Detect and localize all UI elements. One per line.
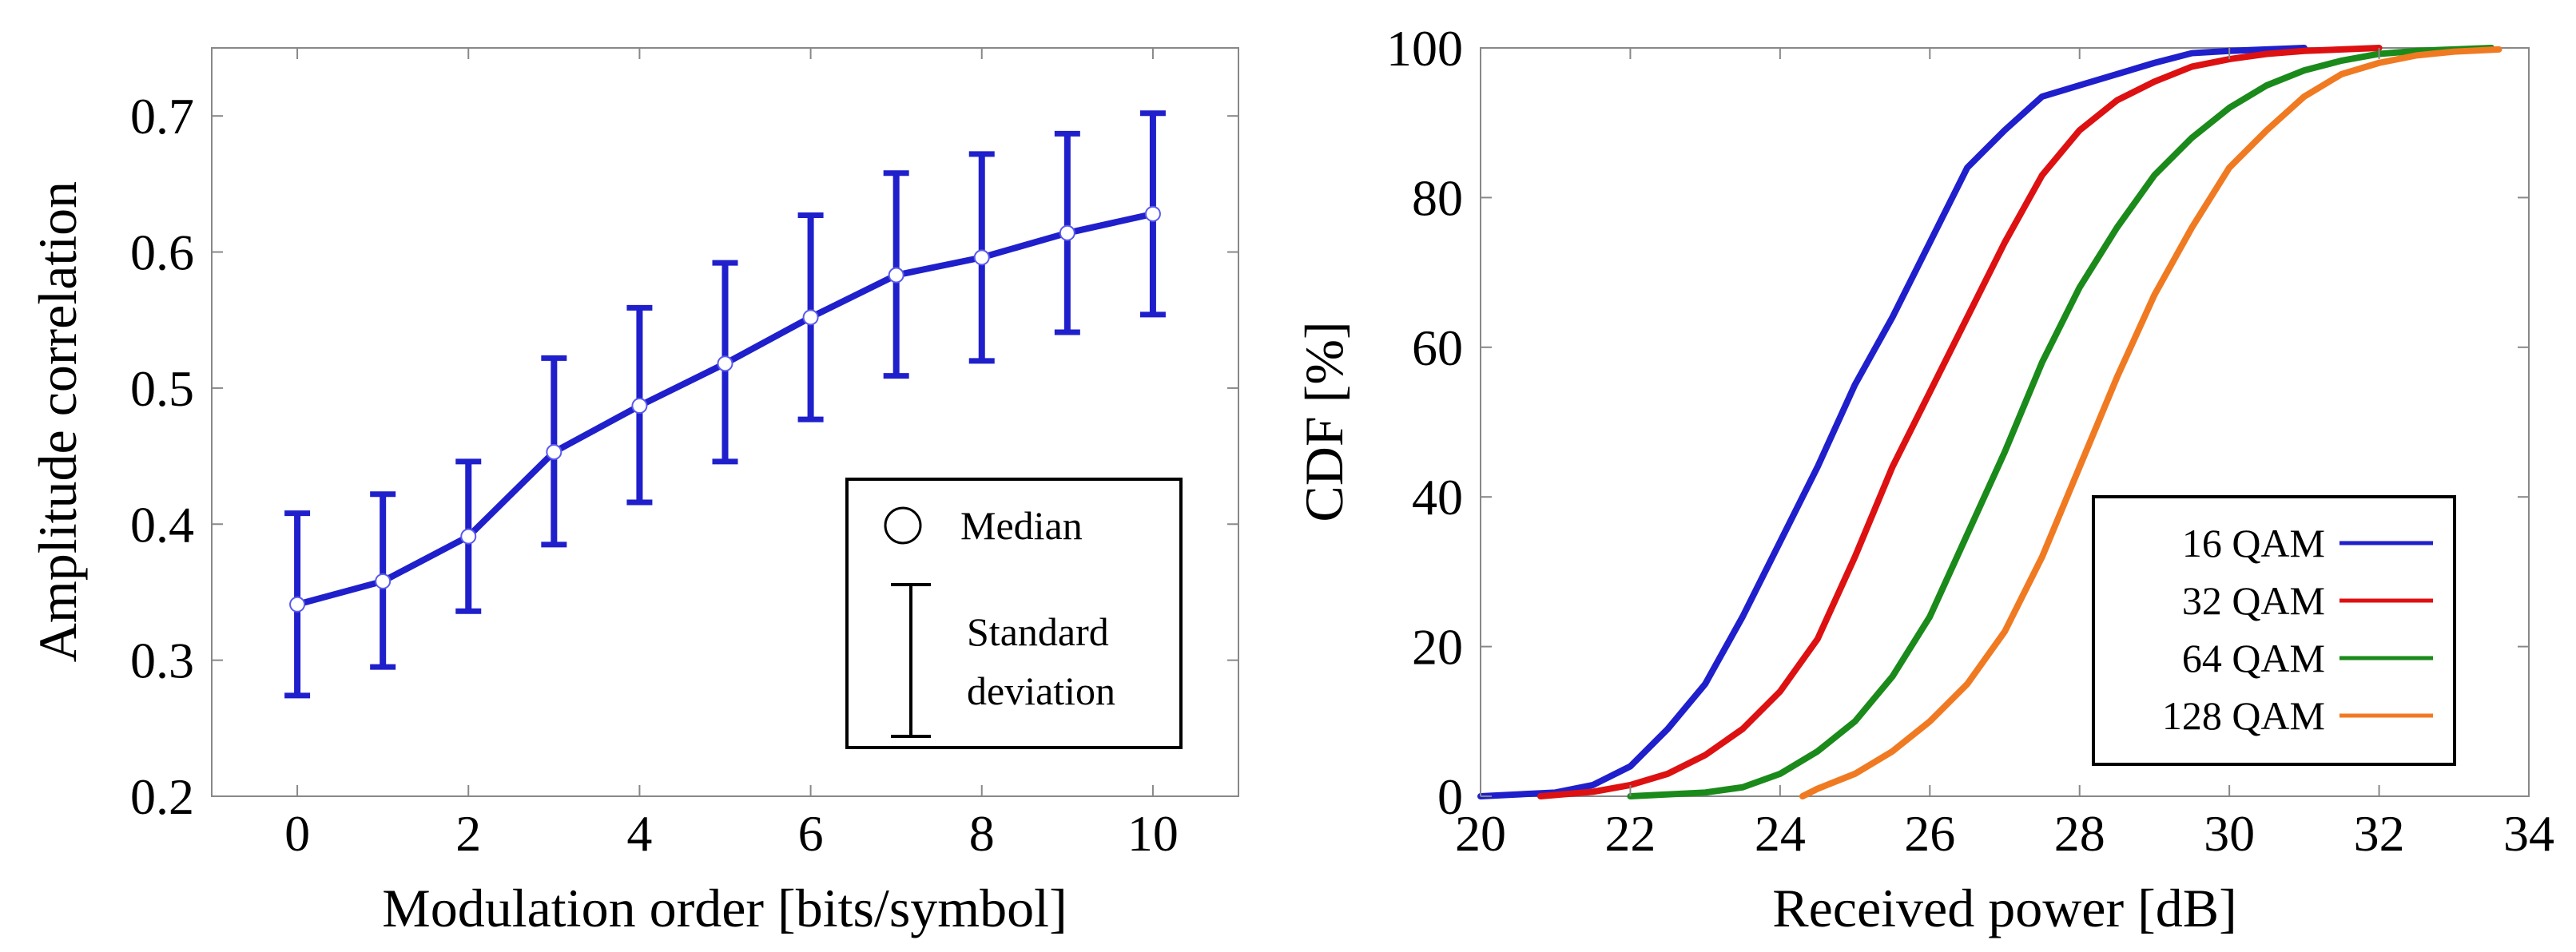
median-point xyxy=(460,528,477,545)
y-tick-label: 0.3 xyxy=(130,633,194,689)
x-tick-label: 4 xyxy=(626,805,652,862)
legend-std-label-line2: deviation xyxy=(967,668,1115,713)
median-point xyxy=(375,573,392,589)
y-tick-label: 0.5 xyxy=(130,360,194,417)
legend-label: 128 QAM xyxy=(2162,693,2325,738)
cdf-line-32-qam xyxy=(1536,45,2383,799)
y-tick-label: 0.4 xyxy=(130,496,194,553)
cdf-line-128-qam xyxy=(1799,46,2502,799)
legend-label: 16 QAM xyxy=(2182,521,2325,565)
x-tick-label: 8 xyxy=(969,805,995,862)
y-tick-label: 20 xyxy=(1412,619,1463,676)
y-axis-label: CDF [%] xyxy=(1294,321,1354,522)
legend: 16 QAM 32 QAM 64 QAM 128 QAM xyxy=(2092,495,2456,766)
y-axis-label: Amplitude correlation xyxy=(27,181,88,662)
legend: Median Standard deviation xyxy=(845,478,1183,749)
median-point xyxy=(546,443,563,460)
median-point xyxy=(973,249,990,266)
amplitude-correlation-chart: 0 2 4 6 8 10 0.2 0.3 0.4 0.5 0.6 0.7 Modulation ord… xyxy=(27,47,1239,938)
x-tick-label: 10 xyxy=(1127,805,1179,862)
legend-median-label: Median xyxy=(960,503,1083,548)
y-tick-label: 100 xyxy=(1386,20,1463,77)
median-point xyxy=(888,267,904,284)
x-tick-label: 34 xyxy=(2503,805,2554,862)
legend-std-label-line1: Standard xyxy=(967,609,1109,654)
median-point xyxy=(1144,205,1161,222)
y-tick-label: 0.7 xyxy=(130,88,194,145)
cdf-line-16-qam xyxy=(1477,45,2308,799)
x-tick-label: 2 xyxy=(455,805,481,862)
x-axis-label: Received power [dB] xyxy=(1772,878,2237,938)
plot-frame xyxy=(211,47,1239,797)
x-tick-label: 30 xyxy=(2204,805,2255,862)
x-tick-label: 26 xyxy=(1904,805,1955,862)
median-point xyxy=(802,309,819,326)
x-tick-label: 0 xyxy=(284,805,310,862)
legend-box xyxy=(845,478,1183,749)
y-tick-label: 40 xyxy=(1412,469,1463,526)
x-tick-label: 32 xyxy=(2354,805,2405,862)
y-tick-label: 0.2 xyxy=(130,768,194,825)
y-tick-label: 60 xyxy=(1412,319,1463,376)
median-point xyxy=(631,398,648,415)
y-tick-label: 0.6 xyxy=(130,224,194,281)
median-marker-icon xyxy=(884,506,922,545)
y-tick-label: 0 xyxy=(1437,768,1463,825)
x-tick-label: 24 xyxy=(1755,805,1806,862)
median-point xyxy=(289,596,306,613)
x-tick-label: 20 xyxy=(1455,805,1506,862)
y-tick-label: 80 xyxy=(1412,169,1463,226)
legend-label: 64 QAM xyxy=(2182,636,2325,680)
x-axis-label: Modulation order [bits/symbol] xyxy=(382,878,1067,938)
median-point xyxy=(717,355,733,372)
median-point xyxy=(1059,224,1075,241)
x-tick-label: 6 xyxy=(798,805,824,862)
x-tick-label: 28 xyxy=(2054,805,2105,862)
plot-frame xyxy=(1480,47,2530,797)
x-tick-label: 22 xyxy=(1604,805,1656,862)
legend-label: 32 QAM xyxy=(2182,578,2325,623)
cdf-line-64-qam xyxy=(1627,45,2495,799)
